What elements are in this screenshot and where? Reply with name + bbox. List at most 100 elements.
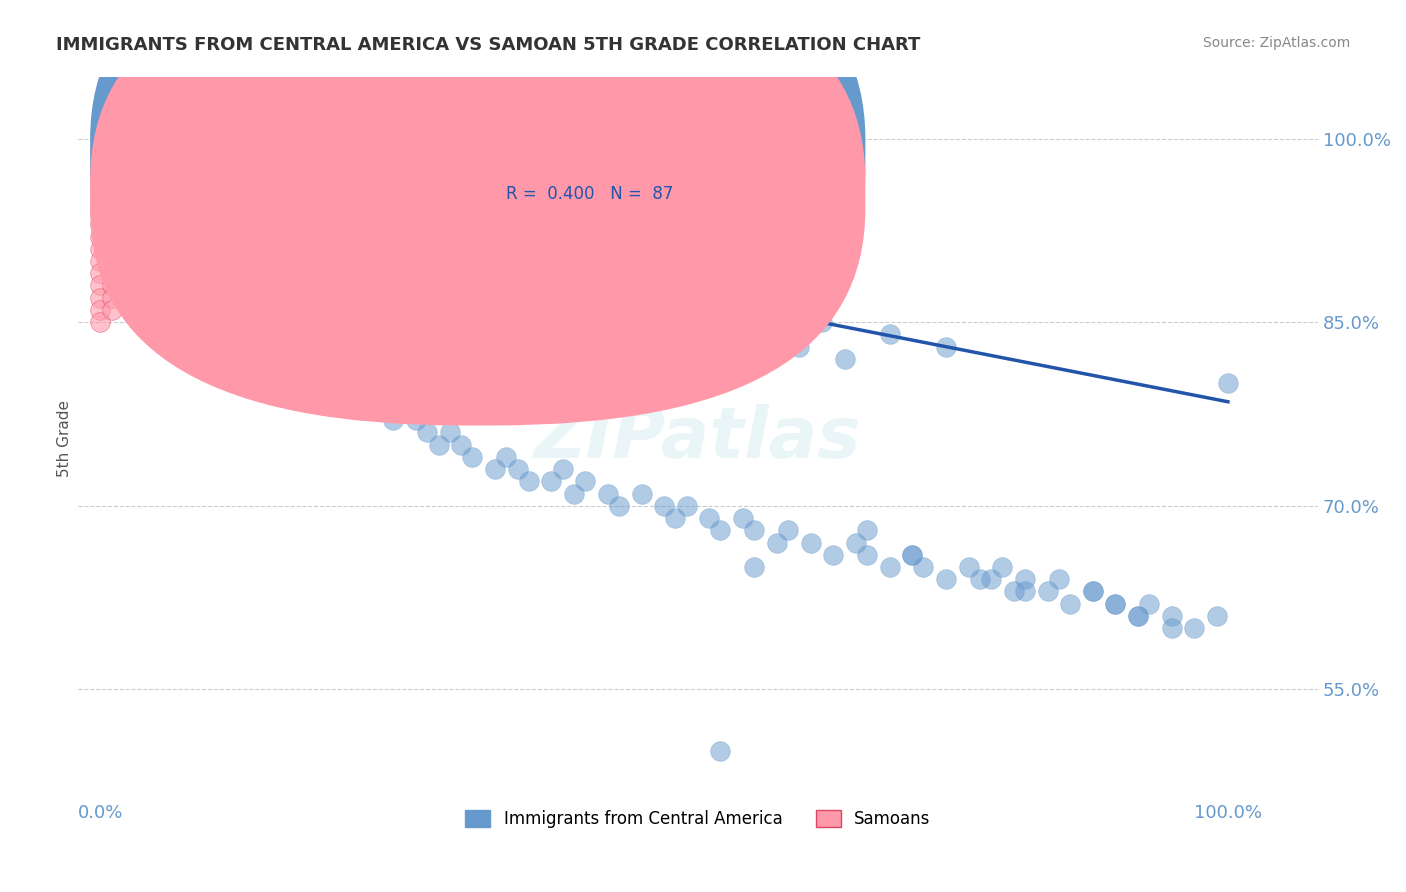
Point — [778, 523, 800, 537]
Point — [551, 156, 574, 170]
Point — [259, 340, 281, 354]
Point — [607, 499, 630, 513]
Point — [122, 205, 145, 219]
Point — [156, 242, 179, 256]
Point — [709, 743, 731, 757]
Point — [111, 217, 134, 231]
Point — [484, 462, 506, 476]
Point — [834, 351, 856, 366]
Point — [506, 169, 529, 183]
Point — [901, 548, 924, 562]
Point — [134, 254, 156, 268]
Point — [89, 229, 111, 244]
Point — [495, 450, 517, 464]
Point — [122, 217, 145, 231]
Point — [167, 254, 190, 268]
Point — [89, 303, 111, 318]
Point — [167, 229, 190, 244]
Point — [111, 205, 134, 219]
Point — [100, 217, 122, 231]
Point — [270, 340, 292, 354]
Point — [145, 266, 167, 280]
Point — [259, 315, 281, 329]
Point — [856, 523, 879, 537]
Point — [89, 205, 111, 219]
Point — [935, 572, 957, 586]
Point — [89, 291, 111, 305]
Point — [371, 401, 394, 415]
Point — [191, 278, 214, 293]
Point — [382, 413, 405, 427]
Point — [225, 242, 247, 256]
Point — [811, 315, 834, 329]
Point — [89, 180, 111, 194]
Point — [89, 278, 111, 293]
Point — [371, 389, 394, 403]
Point — [664, 511, 686, 525]
Point — [574, 475, 596, 489]
Point — [89, 254, 111, 268]
Point — [111, 242, 134, 256]
Point — [281, 351, 304, 366]
Point — [145, 217, 167, 231]
FancyBboxPatch shape — [437, 113, 859, 229]
Point — [134, 229, 156, 244]
Point — [134, 242, 156, 256]
Point — [304, 364, 326, 378]
Point — [111, 193, 134, 207]
Point — [1104, 597, 1126, 611]
Point — [134, 217, 156, 231]
Text: Source: ZipAtlas.com: Source: ZipAtlas.com — [1202, 36, 1350, 50]
Point — [259, 229, 281, 244]
Point — [122, 193, 145, 207]
Point — [100, 254, 122, 268]
Point — [111, 278, 134, 293]
Point — [744, 560, 766, 574]
Point — [179, 266, 201, 280]
Point — [179, 254, 201, 268]
Point — [167, 229, 190, 244]
Point — [179, 278, 201, 293]
Point — [529, 156, 551, 170]
Point — [540, 475, 562, 489]
Point — [134, 205, 156, 219]
Point — [461, 450, 484, 464]
Point — [191, 217, 214, 231]
Point — [270, 327, 292, 342]
Point — [100, 242, 122, 256]
Point — [349, 376, 371, 391]
Point — [326, 364, 349, 378]
Point — [652, 303, 675, 318]
Point — [1137, 597, 1160, 611]
Point — [315, 364, 337, 378]
Point — [145, 229, 167, 244]
Point — [259, 327, 281, 342]
Point — [416, 180, 439, 194]
Point — [145, 242, 167, 256]
Point — [111, 193, 134, 207]
Point — [1104, 597, 1126, 611]
Point — [202, 266, 225, 280]
Point — [145, 278, 167, 293]
Point — [1002, 584, 1025, 599]
Point — [122, 266, 145, 280]
Point — [100, 205, 122, 219]
Point — [337, 376, 360, 391]
Point — [167, 278, 190, 293]
Point — [156, 229, 179, 244]
Point — [167, 266, 190, 280]
Point — [270, 229, 292, 244]
Point — [191, 242, 214, 256]
Point — [191, 254, 214, 268]
Point — [1047, 572, 1070, 586]
Point — [122, 205, 145, 219]
Point — [630, 486, 652, 500]
Point — [394, 193, 416, 207]
Point — [856, 548, 879, 562]
Point — [202, 242, 225, 256]
Point — [957, 560, 980, 574]
Point — [191, 266, 214, 280]
Point — [709, 523, 731, 537]
Point — [292, 340, 315, 354]
Point — [349, 193, 371, 207]
